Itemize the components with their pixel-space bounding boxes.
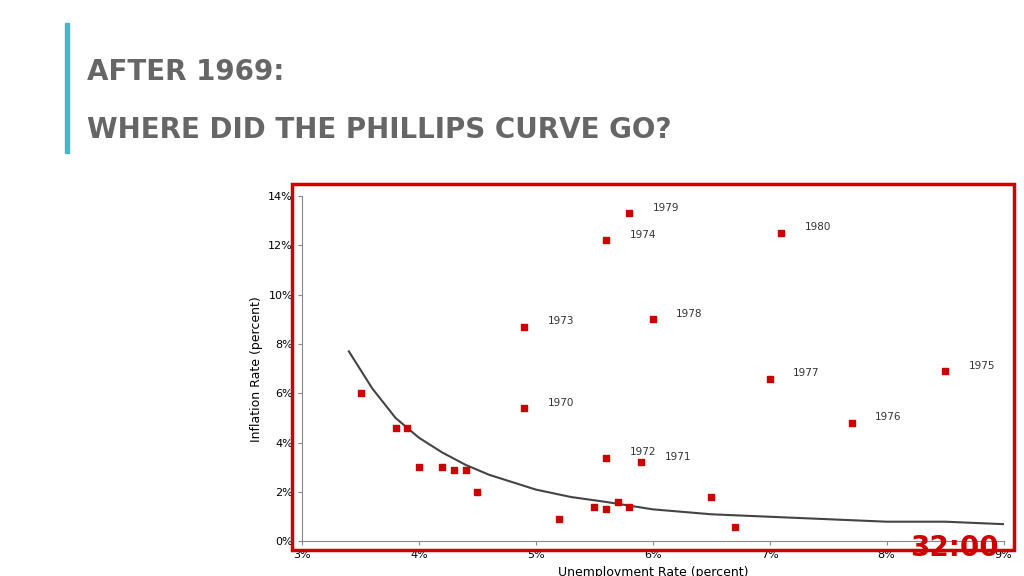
Point bbox=[445, 465, 462, 475]
Point bbox=[352, 389, 369, 398]
Point bbox=[598, 236, 614, 245]
Point bbox=[622, 209, 638, 218]
Text: 1974: 1974 bbox=[630, 230, 656, 240]
Point bbox=[622, 502, 638, 511]
Point bbox=[844, 418, 860, 427]
Text: 1972: 1972 bbox=[630, 447, 656, 457]
Point bbox=[937, 366, 953, 376]
Point bbox=[434, 463, 451, 472]
Text: 1975: 1975 bbox=[969, 361, 995, 370]
Point bbox=[703, 492, 720, 502]
Point bbox=[469, 487, 485, 497]
Point bbox=[586, 502, 602, 511]
Point bbox=[609, 497, 626, 506]
Point bbox=[399, 423, 416, 433]
Text: 1970: 1970 bbox=[548, 397, 574, 408]
Text: 1971: 1971 bbox=[665, 452, 691, 462]
Point bbox=[516, 322, 532, 331]
Point bbox=[645, 314, 662, 324]
Point bbox=[458, 465, 474, 475]
Point bbox=[762, 374, 778, 383]
Point bbox=[411, 463, 427, 472]
Point bbox=[726, 522, 742, 531]
Point bbox=[387, 423, 403, 433]
Point bbox=[633, 458, 649, 467]
Text: 1977: 1977 bbox=[794, 368, 819, 378]
Text: 1979: 1979 bbox=[653, 203, 679, 213]
Text: WHERE DID THE PHILLIPS CURVE GO?: WHERE DID THE PHILLIPS CURVE GO? bbox=[87, 116, 672, 143]
Point bbox=[598, 505, 614, 514]
Point bbox=[516, 404, 532, 413]
Point bbox=[551, 514, 567, 524]
Text: 32:00: 32:00 bbox=[909, 533, 998, 562]
Y-axis label: Inflation Rate (percent): Inflation Rate (percent) bbox=[250, 295, 263, 442]
Point bbox=[773, 228, 790, 237]
Text: 1976: 1976 bbox=[874, 412, 901, 422]
Text: 1973: 1973 bbox=[548, 316, 574, 326]
Text: 1978: 1978 bbox=[676, 309, 702, 319]
Point bbox=[598, 453, 614, 462]
X-axis label: Unemployment Rate (percent): Unemployment Rate (percent) bbox=[557, 566, 749, 576]
Text: AFTER 1969:: AFTER 1969: bbox=[87, 58, 285, 86]
Text: 1980: 1980 bbox=[805, 222, 831, 232]
